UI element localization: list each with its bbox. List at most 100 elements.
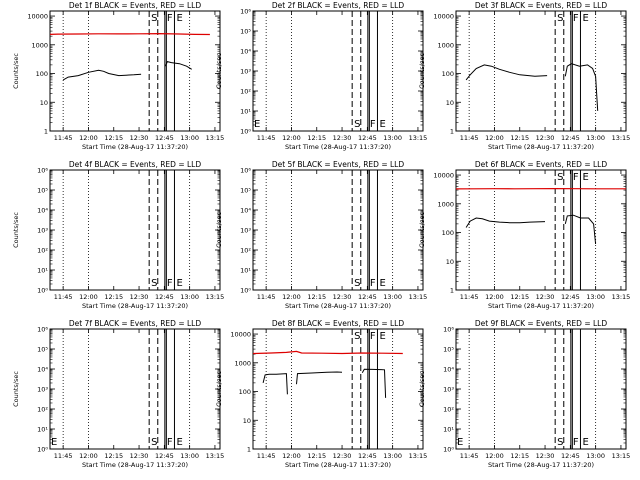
y-tick-label: 10² [37, 406, 48, 414]
x-tick-label: 12:00 [282, 134, 301, 142]
y-tick-label: 1000 [234, 359, 251, 367]
x-tick-label: 12:00 [282, 293, 301, 301]
x-tick-label: 12:45 [155, 293, 174, 301]
x-tick-label: 13:15 [612, 293, 631, 301]
x-tick-label: 12:45 [561, 452, 580, 460]
y-tick-label: 10000 [433, 172, 454, 180]
y-tick-label: 10⁴ [37, 366, 48, 374]
y-tick-label: 10³ [37, 227, 48, 235]
y-tick-label: 10 [446, 258, 454, 266]
marker-label-s: S [151, 437, 157, 448]
marker-label-f: F [370, 119, 376, 130]
marker-label-e: E [582, 437, 588, 448]
x-tick-label: 11:45 [257, 134, 276, 142]
x-tick-label: 11:45 [460, 293, 479, 301]
x-axis-label: Start Time (28-Aug-17 11:37:20) [488, 302, 594, 310]
x-tick-label: 12:15 [104, 293, 123, 301]
panel-title: Det 9f BLACK = Events, RED = LLD [475, 319, 608, 328]
y-tick-label: 10⁰ [443, 446, 454, 454]
x-tick-label: 11:45 [460, 452, 479, 460]
y-tick-label: 10⁶ [443, 326, 454, 334]
events-line [62, 69, 142, 81]
x-tick-label: 12:00 [79, 134, 98, 142]
x-tick-label: 13:15 [612, 452, 631, 460]
y-tick-label: 10 [243, 417, 251, 425]
x-tick-label: 13:00 [180, 452, 199, 460]
marker-label-e: E [176, 278, 182, 289]
x-tick-label: 12:30 [536, 452, 555, 460]
x-tick-label: 13:15 [612, 134, 631, 142]
marker-label-s: S [354, 331, 360, 342]
y-tick-label: 1 [44, 128, 48, 136]
y-tick-label: 10² [37, 247, 48, 255]
x-tick-label: 11:45 [460, 134, 479, 142]
marker-label-s: S [354, 278, 360, 289]
marker-label-e: E [457, 437, 463, 448]
x-tick-label: 12:45 [561, 293, 580, 301]
marker-label-s: S [557, 172, 563, 183]
x-tick-label: 13:15 [409, 293, 428, 301]
x-tick-label: 12:45 [155, 134, 174, 142]
y-axis-label: Counts/sec [215, 371, 223, 407]
x-tick-label: 12:45 [155, 452, 174, 460]
x-tick-label: 12:15 [510, 452, 529, 460]
plot-frame [252, 169, 424, 291]
x-tick-label: 13:00 [586, 293, 605, 301]
panel-title: Det 2f BLACK = Events, RED = LLD [272, 1, 405, 10]
x-tick-label: 12:30 [130, 293, 149, 301]
x-axis-label: Start Time (28-Aug-17 11:37:20) [82, 302, 188, 310]
panel-title: Det 4f BLACK = Events, RED = LLD [69, 160, 202, 169]
x-tick-label: 13:00 [383, 134, 402, 142]
y-tick-label: 10² [443, 406, 454, 414]
marker-label-f: F [573, 13, 579, 24]
x-axis-label: Start Time (28-Aug-17 11:37:20) [285, 143, 391, 151]
x-tick-label: 12:15 [307, 134, 326, 142]
marker-label-s: S [151, 278, 157, 289]
x-tick-label: 12:00 [485, 293, 504, 301]
x-tick-label: 13:00 [180, 293, 199, 301]
y-tick-label: 1 [450, 287, 454, 295]
y-tick-label: 1 [247, 446, 251, 454]
plot-frame [252, 10, 424, 132]
x-tick-label: 13:00 [180, 134, 199, 142]
x-tick-label: 11:45 [54, 293, 73, 301]
marker-label-e: E [176, 13, 182, 24]
events-line [465, 217, 546, 228]
y-tick-label: 10¹ [443, 426, 454, 434]
y-tick-label: 10⁴ [240, 48, 251, 56]
x-tick-label: 13:00 [586, 452, 605, 460]
lld-line [252, 350, 403, 355]
plot-frame [49, 10, 221, 132]
y-axis-label: Counts/sec [418, 371, 426, 407]
marker-label-f: F [370, 278, 376, 289]
y-tick-label: 10¹ [240, 108, 251, 116]
y-tick-label: 10⁴ [37, 207, 48, 215]
events-line [262, 373, 288, 395]
marker-label-f: F [370, 331, 376, 342]
x-tick-label: 12:00 [485, 452, 504, 460]
y-tick-label: 10⁰ [240, 128, 251, 136]
x-tick-label: 12:45 [358, 134, 377, 142]
y-tick-label: 1 [450, 128, 454, 136]
marker-label-e: E [51, 437, 57, 448]
marker-label-e: E [582, 13, 588, 24]
y-tick-label: 10⁵ [37, 187, 48, 195]
x-tick-label: 11:45 [257, 452, 276, 460]
x-tick-label: 13:00 [383, 452, 402, 460]
x-axis-label: Start Time (28-Aug-17 11:37:20) [488, 143, 594, 151]
x-tick-label: 13:15 [206, 293, 225, 301]
x-tick-label: 12:30 [130, 452, 149, 460]
plot-frame [49, 328, 221, 450]
y-tick-label: 1000 [437, 41, 454, 49]
y-tick-label: 10⁶ [37, 167, 48, 175]
y-tick-label: 10⁶ [37, 326, 48, 334]
x-tick-label: 12:30 [536, 134, 555, 142]
events-line [465, 64, 548, 81]
y-axis-label: Counts/sec [418, 212, 426, 248]
y-tick-label: 10000 [433, 13, 454, 21]
y-tick-label: 10⁶ [240, 8, 251, 16]
x-tick-label: 12:30 [333, 293, 352, 301]
x-tick-label: 12:30 [130, 134, 149, 142]
x-tick-label: 12:30 [536, 293, 555, 301]
x-tick-label: 11:45 [54, 452, 73, 460]
